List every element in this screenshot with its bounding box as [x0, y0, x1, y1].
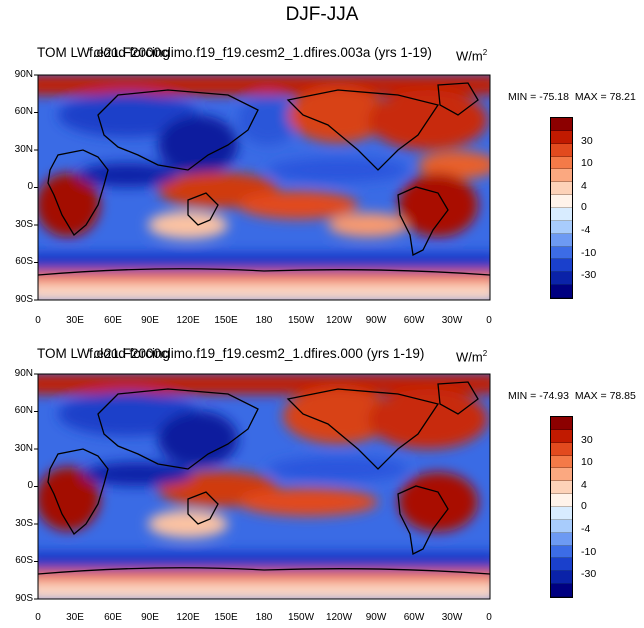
- panel-1-title: TOM LW cloud forcing f.e21.F2000climo.f1…: [37, 45, 487, 63]
- lat-label: 30S: [15, 518, 33, 529]
- colorbar-swatch: [551, 130, 572, 144]
- lon-label: 30W: [441, 612, 463, 623]
- panel-2-minmax: MIN = -74.93 MAX = 78.85: [508, 390, 636, 402]
- lat-label: 60N: [14, 405, 33, 416]
- lon-label: 150E: [214, 612, 238, 623]
- panel-1-minmax: MIN = -75.18 MAX = 78.21: [508, 91, 636, 103]
- panel-1-coastlines: [38, 82, 490, 276]
- lat-label: 60S: [15, 256, 33, 267]
- colorbar-label: -10: [581, 247, 597, 259]
- lon-label: 0: [486, 315, 492, 326]
- lon-label: 90E: [141, 612, 159, 623]
- colorbar-label: -4: [581, 224, 591, 236]
- lat-label: 90S: [15, 593, 33, 604]
- lat-label: 90N: [14, 368, 33, 379]
- colorbar-label: 0: [581, 201, 587, 213]
- lon-label: 0: [486, 612, 492, 623]
- lon-label: 0: [35, 315, 41, 326]
- colorbar-label: -4: [581, 523, 591, 535]
- lon-label: 120W: [325, 612, 353, 623]
- lon-label: 150W: [287, 315, 315, 326]
- lon-label: 150E: [214, 315, 238, 326]
- panel-1-colorbar: [550, 117, 573, 299]
- lat-label: 90S: [15, 294, 33, 305]
- panel-1-units: W/m2: [456, 48, 488, 64]
- lat-label: 60N: [14, 106, 33, 117]
- lon-label: 60E: [104, 612, 122, 623]
- colorbar-label: 30: [581, 135, 593, 147]
- panel-2-left-title: TOM LW cloud forcing: [37, 346, 171, 361]
- colorbar-swatch: [551, 417, 572, 430]
- lon-label: 60E: [104, 315, 122, 326]
- colorbar-swatch: [551, 532, 572, 546]
- colorbar-swatch: [551, 208, 572, 221]
- colorbar-swatch: [551, 571, 572, 585]
- colorbar-swatch: [551, 118, 572, 131]
- lat-label: 30N: [14, 443, 33, 454]
- colorbar-swatch: [551, 220, 572, 234]
- colorbar-swatch: [551, 182, 572, 196]
- panel-2-coastlines: [38, 381, 490, 575]
- colorbar-label: 10: [581, 456, 593, 468]
- lat-label: 60S: [15, 555, 33, 566]
- colorbar-swatch: [551, 584, 572, 598]
- colorbar-swatch: [551, 442, 572, 456]
- colorbar-swatch: [551, 519, 572, 533]
- lon-label: 90E: [141, 315, 159, 326]
- lon-label: 90W: [365, 315, 387, 326]
- colorbar-swatch: [551, 481, 572, 495]
- lat-label: 90N: [14, 69, 33, 80]
- lon-label: 60W: [403, 612, 425, 623]
- colorbar-swatch: [551, 246, 572, 260]
- lon-label: 60W: [403, 315, 425, 326]
- colorbar-swatch: [551, 545, 572, 559]
- colorbar-swatch: [551, 558, 572, 572]
- lon-label: 180: [255, 315, 273, 326]
- lon-label: 120E: [176, 315, 200, 326]
- lon-label: 30E: [66, 315, 84, 326]
- lon-label: 120W: [325, 315, 353, 326]
- lon-label: 0: [35, 612, 41, 623]
- lat-label: 0: [27, 480, 33, 491]
- panel-1-center-title: f.e21.F2000climo.f19_f19.cesm2_1.dfires.…: [89, 45, 432, 60]
- colorbar-label: -10: [581, 546, 597, 558]
- colorbar-swatch: [551, 455, 572, 469]
- colorbar-swatch: [551, 494, 572, 508]
- colorbar-label: -30: [581, 568, 597, 580]
- panel-2-colorbar: [550, 416, 573, 598]
- colorbar-label: 4: [581, 180, 587, 192]
- panel-1-left-title: TOM LW cloud forcing: [37, 45, 171, 60]
- colorbar-swatch: [551, 285, 572, 299]
- figure-title: DJF-JJA: [285, 4, 359, 25]
- panel-2-units: W/m2: [456, 349, 488, 365]
- colorbar-label: 4: [581, 479, 587, 491]
- colorbar-label: 10: [581, 157, 593, 169]
- panel-2-map: [34, 373, 491, 600]
- lat-label: 30S: [15, 219, 33, 230]
- colorbar-swatch: [551, 169, 572, 183]
- lon-label: 120E: [176, 612, 200, 623]
- lon-label: 90W: [365, 612, 387, 623]
- colorbar-swatch: [551, 272, 572, 286]
- colorbar-swatch: [551, 143, 572, 157]
- colorbar-swatch: [551, 233, 572, 247]
- colorbar-swatch: [551, 156, 572, 170]
- colorbar-label: 0: [581, 500, 587, 512]
- lon-label: 150W: [287, 612, 315, 623]
- colorbar-swatch: [551, 507, 572, 520]
- colorbar-swatch: [551, 259, 572, 273]
- colorbar-swatch: [551, 429, 572, 443]
- lon-label: 180: [255, 612, 273, 623]
- lon-label: 30W: [441, 315, 463, 326]
- panel-2-title: TOM LW cloud forcing f.e21.F2000climo.f1…: [37, 346, 487, 364]
- colorbar-swatch: [551, 195, 572, 209]
- colorbar-label: 30: [581, 434, 593, 446]
- lon-label: 30E: [66, 612, 84, 623]
- lat-label: 0: [27, 181, 33, 192]
- panel-1-map: [34, 74, 491, 301]
- colorbar-label: -30: [581, 269, 597, 281]
- lat-label: 30N: [14, 144, 33, 155]
- colorbar-swatch: [551, 468, 572, 482]
- panel-2-center-title: f.e21.F2000climo.f19_f19.cesm2_1.dfires.…: [89, 346, 425, 361]
